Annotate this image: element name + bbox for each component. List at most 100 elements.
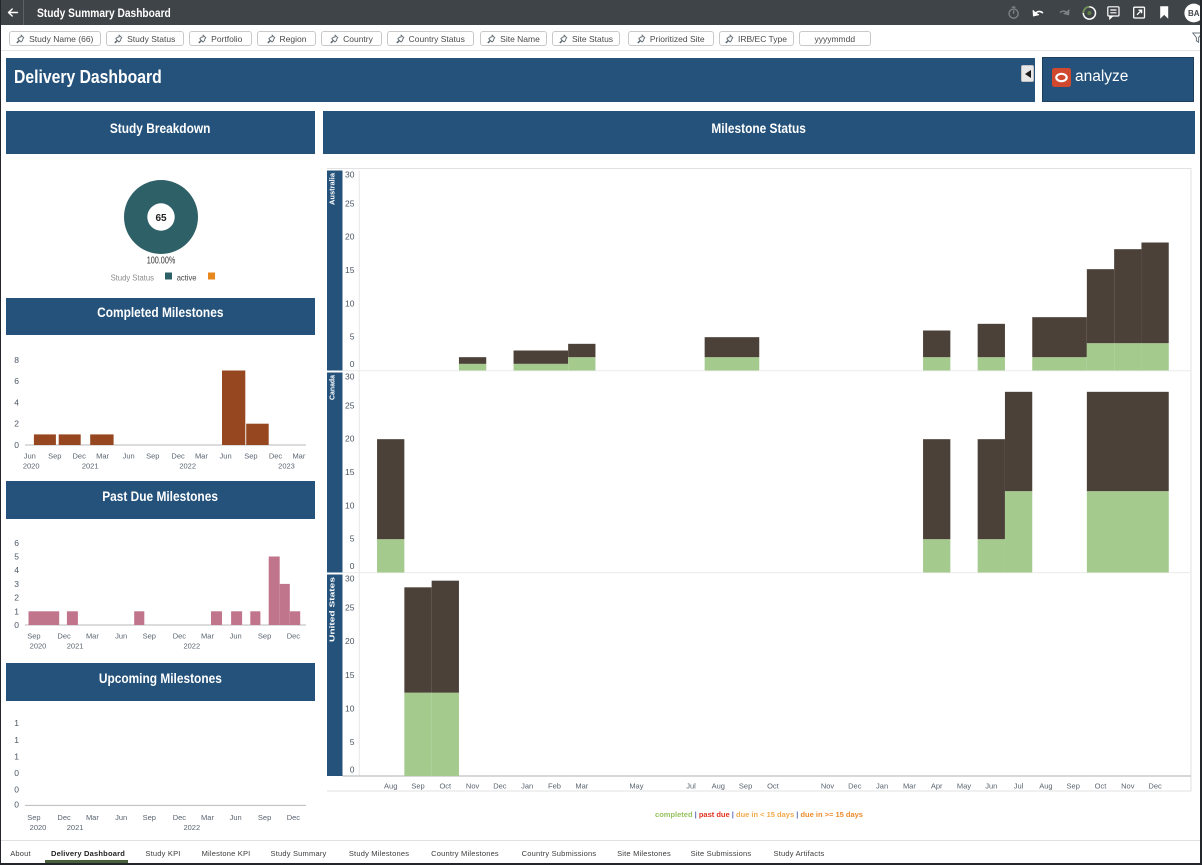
- svg-text:Study Status: Study Status: [111, 273, 154, 283]
- svg-text:Canada: Canada: [328, 374, 337, 400]
- svg-text:Australia: Australia: [328, 172, 337, 205]
- svg-text:Dec: Dec: [173, 813, 187, 822]
- svg-text:Oct: Oct: [439, 782, 452, 791]
- svg-text:0: 0: [14, 768, 19, 778]
- svg-text:Mar: Mar: [575, 782, 588, 791]
- svg-text:2: 2: [14, 419, 19, 429]
- svg-text:Jan: Jan: [876, 782, 888, 791]
- svg-text:Dec: Dec: [57, 813, 71, 822]
- svg-text:0: 0: [14, 440, 19, 450]
- svg-text:0: 0: [14, 785, 19, 795]
- svg-text:Mar: Mar: [86, 813, 99, 822]
- svg-text:1: 1: [14, 735, 19, 745]
- svg-text:Jun: Jun: [115, 813, 127, 822]
- svg-text:Mar: Mar: [903, 782, 916, 791]
- svg-text:30: 30: [345, 372, 355, 382]
- svg-text:Dec: Dec: [287, 813, 301, 822]
- svg-text:Dec: Dec: [269, 452, 283, 461]
- svg-text:Mar: Mar: [201, 813, 214, 822]
- svg-text:Sep: Sep: [258, 813, 271, 822]
- svg-text:10: 10: [345, 500, 355, 510]
- svg-text:4: 4: [14, 397, 19, 407]
- svg-text:0: 0: [14, 800, 19, 810]
- svg-text:Jul: Jul: [686, 782, 696, 791]
- svg-text:Jun: Jun: [985, 782, 997, 791]
- svg-text:2: 2: [14, 593, 19, 603]
- svg-text:Aug: Aug: [1039, 782, 1052, 791]
- svg-text:5: 5: [14, 552, 19, 562]
- svg-text:Nov: Nov: [466, 782, 480, 791]
- svg-text:Sep: Sep: [27, 813, 40, 822]
- svg-text:25: 25: [345, 400, 355, 410]
- svg-text:10: 10: [345, 298, 355, 308]
- svg-text:6: 6: [14, 538, 19, 548]
- svg-text:Jun: Jun: [24, 452, 36, 461]
- svg-text:2020: 2020: [30, 642, 47, 651]
- svg-text:2021: 2021: [67, 823, 84, 832]
- svg-text:10: 10: [345, 703, 355, 713]
- svg-text:2022: 2022: [179, 462, 196, 471]
- svg-text:Sep: Sep: [1067, 782, 1080, 791]
- svg-text:Sep: Sep: [48, 452, 61, 461]
- svg-text:Dec: Dec: [1148, 782, 1162, 791]
- svg-text:Nov: Nov: [1121, 782, 1135, 791]
- svg-text:30: 30: [345, 170, 355, 180]
- svg-text:2022: 2022: [183, 823, 200, 832]
- svg-text:Apr: Apr: [931, 782, 943, 791]
- svg-text:2021: 2021: [82, 462, 99, 471]
- svg-text:2021: 2021: [67, 642, 84, 651]
- svg-text:Jun: Jun: [230, 813, 242, 822]
- svg-text:Aug: Aug: [712, 782, 725, 791]
- svg-text:6: 6: [14, 376, 19, 386]
- svg-text:20: 20: [345, 636, 355, 646]
- svg-text:15: 15: [345, 467, 355, 477]
- svg-text:Dec: Dec: [287, 632, 301, 641]
- svg-text:Nov: Nov: [821, 782, 835, 791]
- svg-text:0: 0: [350, 765, 355, 775]
- svg-text:15: 15: [345, 265, 355, 275]
- svg-text:25: 25: [345, 603, 355, 613]
- svg-text:Sep: Sep: [258, 632, 271, 641]
- svg-text:Dec: Dec: [848, 782, 862, 791]
- svg-text:Dec: Dec: [171, 452, 185, 461]
- svg-text:0: 0: [350, 359, 355, 369]
- svg-text:1: 1: [14, 718, 19, 728]
- svg-text:Dec: Dec: [173, 632, 187, 641]
- svg-text:Sep: Sep: [143, 813, 156, 822]
- svg-text:2020: 2020: [30, 823, 47, 832]
- svg-text:Sep: Sep: [143, 632, 156, 641]
- svg-text:May: May: [629, 782, 643, 791]
- svg-text:Jun: Jun: [123, 452, 135, 461]
- svg-text:United States: United States: [328, 577, 337, 642]
- svg-text:20: 20: [345, 232, 355, 242]
- svg-text:Mar: Mar: [195, 452, 208, 461]
- svg-text:5: 5: [350, 534, 355, 544]
- svg-text:20: 20: [345, 434, 355, 444]
- svg-text:Sep: Sep: [739, 782, 752, 791]
- svg-text:Sep: Sep: [411, 782, 424, 791]
- svg-text:Sep: Sep: [27, 632, 40, 641]
- svg-text:Sep: Sep: [146, 452, 159, 461]
- svg-text:Mar: Mar: [201, 632, 214, 641]
- svg-text:Mar: Mar: [86, 632, 99, 641]
- svg-text:3: 3: [14, 579, 19, 589]
- svg-text:2020: 2020: [23, 462, 40, 471]
- svg-text:0: 0: [350, 561, 355, 571]
- svg-text:Dec: Dec: [73, 452, 87, 461]
- svg-text:4: 4: [14, 565, 19, 575]
- svg-text:May: May: [957, 782, 971, 791]
- svg-text:active: active: [177, 273, 197, 283]
- svg-text:Oct: Oct: [1095, 782, 1108, 791]
- svg-text:100.00%: 100.00%: [147, 256, 176, 267]
- svg-text:0: 0: [14, 620, 19, 630]
- svg-text:1: 1: [14, 606, 19, 616]
- svg-text:Dec: Dec: [493, 782, 507, 791]
- svg-text:2022: 2022: [183, 642, 200, 651]
- svg-text:30: 30: [345, 574, 355, 584]
- svg-text:Jun: Jun: [115, 632, 127, 641]
- svg-text:5: 5: [350, 332, 355, 342]
- svg-text:Jun: Jun: [230, 632, 242, 641]
- svg-text:Aug: Aug: [384, 782, 397, 791]
- svg-text:Jan: Jan: [521, 782, 533, 791]
- svg-text:BA: BA: [1188, 9, 1200, 18]
